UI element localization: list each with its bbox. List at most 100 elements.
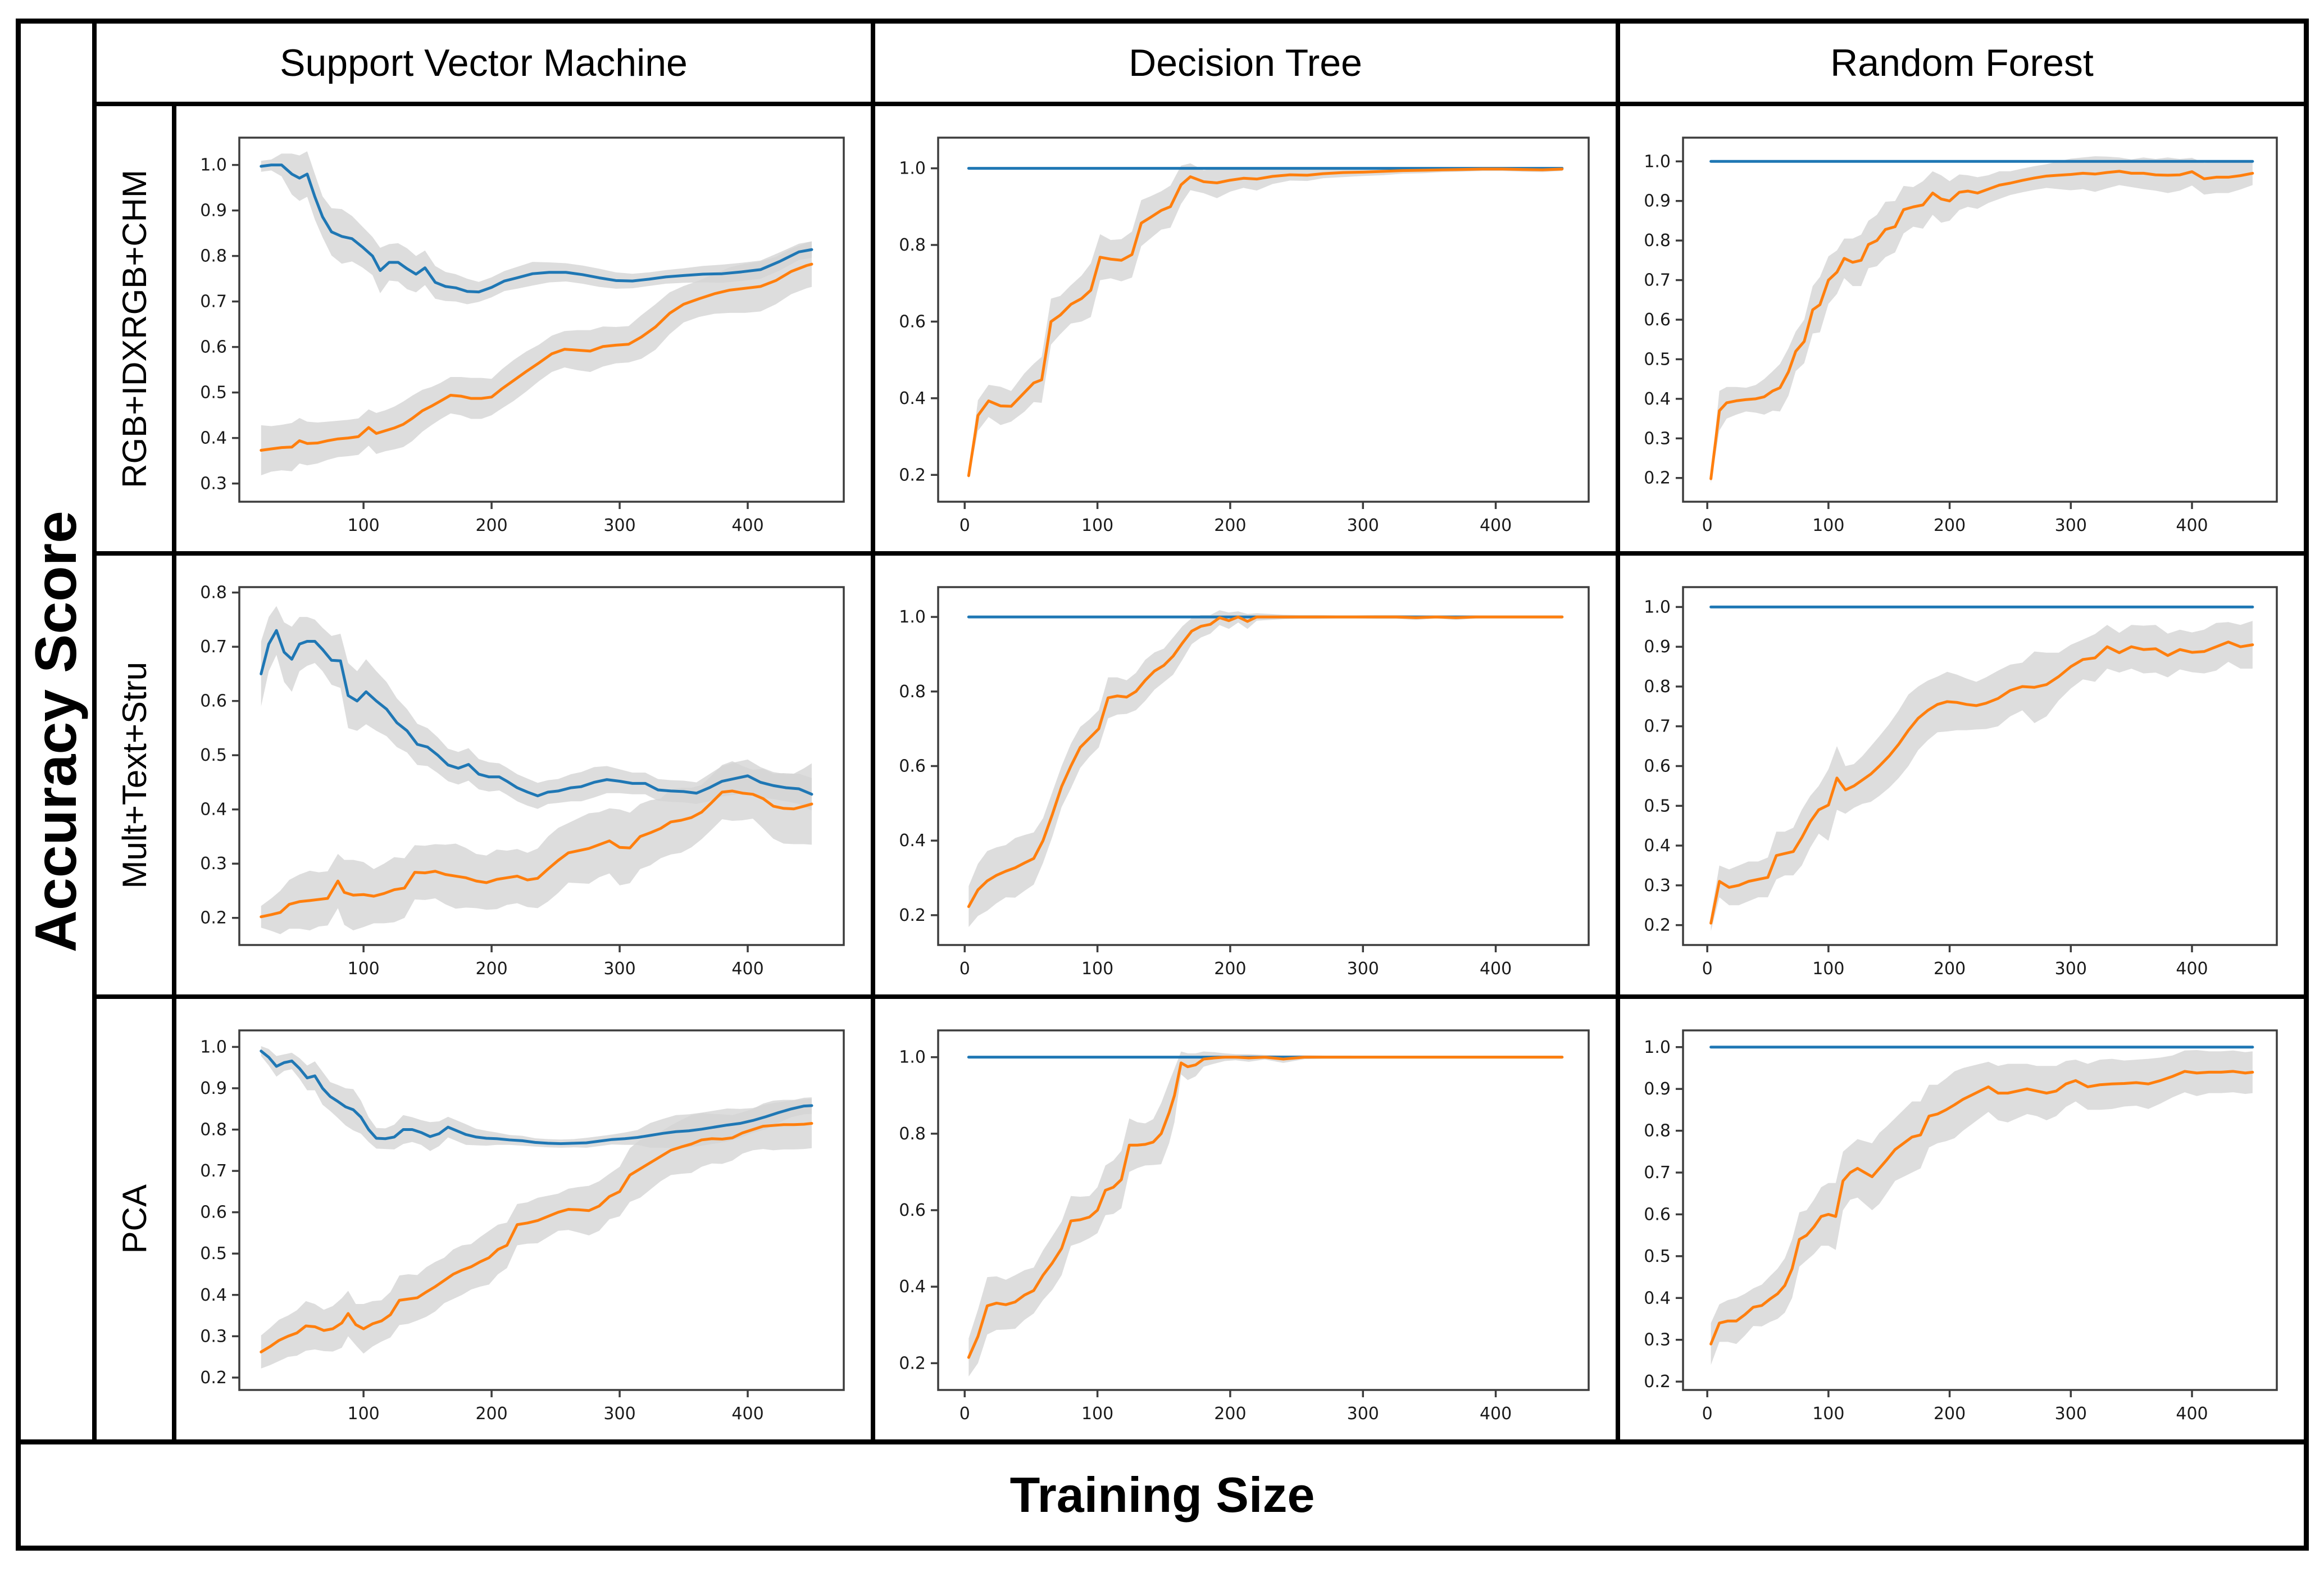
svg-text:200: 200: [475, 959, 507, 979]
svg-text:100: 100: [347, 1404, 379, 1424]
svg-text:1.0: 1.0: [1644, 1038, 1671, 1057]
svg-text:0.2: 0.2: [899, 1353, 926, 1373]
x-axis-label: Training Size: [1009, 1467, 1315, 1523]
svg-text:0.8: 0.8: [1644, 677, 1671, 697]
svg-text:0.6: 0.6: [899, 312, 926, 331]
divider-v-dt-rf: [1616, 19, 1620, 1444]
svg-text:100: 100: [1812, 1404, 1844, 1424]
svg-text:400: 400: [1480, 959, 1512, 979]
svg-text:0.5: 0.5: [200, 383, 227, 403]
outer-border-top: [16, 19, 2309, 24]
divider-h-footer: [16, 1439, 2304, 1444]
outer-border-bottom: [16, 1546, 2309, 1551]
svg-text:0.9: 0.9: [1644, 637, 1671, 657]
svg-text:0.8: 0.8: [1644, 1121, 1671, 1141]
column-header-svm: Support Vector Machine: [97, 24, 871, 102]
svg-text:0.4: 0.4: [899, 1277, 926, 1297]
svg-text:0.2: 0.2: [899, 465, 926, 485]
svg-text:0.6: 0.6: [899, 1201, 926, 1220]
y-axis-label-cell: Accuracy Score: [21, 24, 92, 1439]
svg-text:0: 0: [1702, 516, 1713, 535]
svg-text:200: 200: [1934, 1404, 1966, 1424]
svg-text:300: 300: [2055, 959, 2087, 979]
svg-text:100: 100: [1812, 516, 1844, 535]
svg-text:300: 300: [1347, 1404, 1379, 1424]
divider-v-rowlabels: [172, 102, 176, 1444]
svg-text:400: 400: [731, 959, 763, 979]
svg-text:400: 400: [2176, 1404, 2208, 1424]
svg-text:200: 200: [1214, 959, 1246, 979]
svg-text:0.8: 0.8: [200, 583, 227, 603]
svg-text:0.8: 0.8: [899, 235, 926, 255]
svg-text:200: 200: [1214, 1404, 1246, 1424]
svg-text:0.2: 0.2: [1644, 1372, 1671, 1392]
row-header-rgb-idxrgb-chm: RGB+IDXRGB+CHM: [97, 106, 172, 551]
svg-text:0.3: 0.3: [1644, 1330, 1671, 1350]
svg-text:0.8: 0.8: [899, 1124, 926, 1144]
svg-text:100: 100: [1081, 1404, 1113, 1424]
svg-text:0.9: 0.9: [200, 201, 227, 221]
svg-text:0.2: 0.2: [1644, 469, 1671, 488]
svg-text:100: 100: [347, 959, 379, 979]
plot-rf-mult-text-stru: 0 100 200 300 400 0.2 0.3 0.4 0.5 0.6 0.7 0.8 0.9 1.0: [1620, 556, 2304, 994]
svg-text:0.7: 0.7: [1644, 717, 1671, 737]
svg-text:0.4: 0.4: [200, 1285, 227, 1305]
svg-text:300: 300: [1347, 959, 1379, 979]
svg-text:0.5: 0.5: [1644, 796, 1671, 816]
svg-text:0.6: 0.6: [200, 338, 227, 357]
plot-svm-pca: 100 200 300 400 0.2 0.3 0.4 0.5 0.6 0.7 0.8 0.9 1.0: [176, 999, 871, 1439]
svg-text:0.5: 0.5: [1644, 1247, 1671, 1266]
svg-text:0.5: 0.5: [200, 746, 227, 765]
svg-text:100: 100: [1081, 959, 1113, 979]
svg-text:1.0: 1.0: [200, 1037, 227, 1057]
column-header-dt: Decision Tree: [875, 24, 1616, 102]
x-axis-label-cell: Training Size: [21, 1444, 2304, 1546]
plot-dt-pca: 0 100 200 300 400 0.2 0.4 0.6 0.8 1.0: [875, 999, 1616, 1439]
svg-text:0.4: 0.4: [899, 389, 926, 408]
svg-text:0.6: 0.6: [899, 757, 926, 776]
svg-text:400: 400: [1480, 1404, 1512, 1424]
svg-text:300: 300: [603, 959, 635, 979]
row-header-pca: PCA: [97, 999, 172, 1439]
svg-text:400: 400: [1480, 516, 1512, 535]
column-header-rf-label: Random Forest: [1830, 41, 2094, 84]
svg-text:0.2: 0.2: [200, 1368, 227, 1388]
svg-text:100: 100: [1812, 959, 1844, 979]
svg-text:0: 0: [959, 1404, 970, 1424]
outer-border-left: [16, 19, 21, 1551]
svg-text:200: 200: [1934, 516, 1966, 535]
row-header-pca-label: PCA: [115, 1184, 153, 1254]
svg-text:0.4: 0.4: [1644, 389, 1671, 409]
svg-text:0: 0: [959, 959, 970, 979]
svg-text:400: 400: [2176, 516, 2208, 535]
svg-text:0.6: 0.6: [1644, 1205, 1671, 1224]
plot-dt-rgb-idxrgb-chm: 0 100 200 300 400 0.2 0.4 0.6 0.8 1.0: [875, 106, 1616, 551]
svg-text:400: 400: [731, 1404, 763, 1424]
plot-rf-pca: 0 100 200 300 400 0.2 0.3 0.4 0.5 0.6 0.7 0.8 0.9 1.0: [1620, 999, 2304, 1439]
column-header-rf: Random Forest: [1620, 24, 2304, 102]
svg-text:0: 0: [1702, 959, 1713, 979]
plot-svm-mult-text-stru: 100 200 300 400 0.2 0.3 0.4 0.5 0.6 0.7 0.8: [176, 556, 871, 994]
divider-h-header: [92, 102, 2304, 106]
svg-text:300: 300: [2055, 1404, 2087, 1424]
svg-text:0.9: 0.9: [1644, 1079, 1671, 1099]
column-header-dt-label: Decision Tree: [1129, 41, 1362, 84]
svg-text:0.4: 0.4: [1644, 1288, 1671, 1308]
divider-v-accuracy: [92, 19, 97, 1444]
svg-text:0.3: 0.3: [200, 854, 227, 874]
svg-text:1.0: 1.0: [1644, 597, 1671, 617]
svg-text:0.9: 0.9: [1644, 192, 1671, 211]
svg-text:0.7: 0.7: [1644, 271, 1671, 290]
svg-text:1.0: 1.0: [1644, 152, 1671, 171]
svg-text:1.0: 1.0: [899, 1048, 926, 1067]
svg-text:1.0: 1.0: [899, 607, 926, 627]
svg-text:1.0: 1.0: [899, 159, 926, 179]
svg-text:1.0: 1.0: [200, 156, 227, 175]
svg-text:0.6: 0.6: [1644, 757, 1671, 776]
svg-text:0.3: 0.3: [200, 474, 227, 494]
divider-v-svm-dt: [871, 19, 875, 1444]
svg-text:0.5: 0.5: [1644, 349, 1671, 369]
svg-text:0.4: 0.4: [200, 429, 227, 448]
svg-text:0.4: 0.4: [1644, 836, 1671, 856]
svg-text:0.4: 0.4: [200, 800, 227, 820]
